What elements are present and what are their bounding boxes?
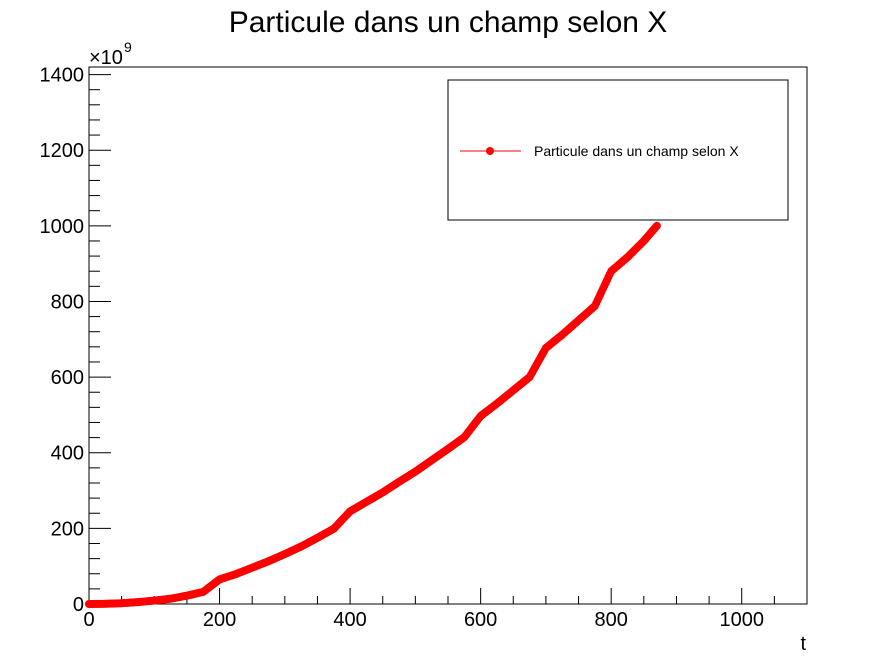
x-tick-label: 400	[333, 609, 366, 631]
y-multiplier-exponent: 9	[124, 39, 132, 55]
x-tick-label: 600	[464, 609, 497, 631]
axes: 0 200 400 600 800 1000 0 200 400 600 800 1000 1200 14…	[40, 65, 775, 631]
y-tick-label: 1200	[40, 140, 85, 162]
y-tick-label: 600	[51, 367, 84, 389]
y-tick-label: 400	[51, 443, 84, 465]
data-point-fill	[651, 223, 660, 232]
y-tick-label: 0	[73, 594, 84, 616]
legend-label: Particule dans un champ selon X	[534, 143, 739, 159]
x-tick-label: 800	[594, 609, 627, 631]
chart-title: Particule dans un champ selon X	[229, 6, 668, 39]
legend-box	[447, 79, 789, 221]
y-tick-label: 1400	[40, 65, 85, 87]
legend-marker	[486, 147, 494, 155]
y-tick-label: 200	[51, 518, 84, 540]
y-multiplier-base: ×10	[89, 47, 123, 69]
legend: Particule dans un champ selon X	[447, 79, 789, 221]
x-tick-label: 200	[203, 609, 236, 631]
y-axis-multiplier: ×10 9	[89, 39, 132, 69]
y-tick-label: 1000	[40, 216, 85, 238]
x-axis-label: t	[800, 633, 806, 655]
y-tick-label: 800	[51, 291, 84, 313]
x-tick-label: 1000	[719, 609, 764, 631]
series-points	[85, 221, 661, 608]
x-tick-label: 0	[83, 609, 94, 631]
